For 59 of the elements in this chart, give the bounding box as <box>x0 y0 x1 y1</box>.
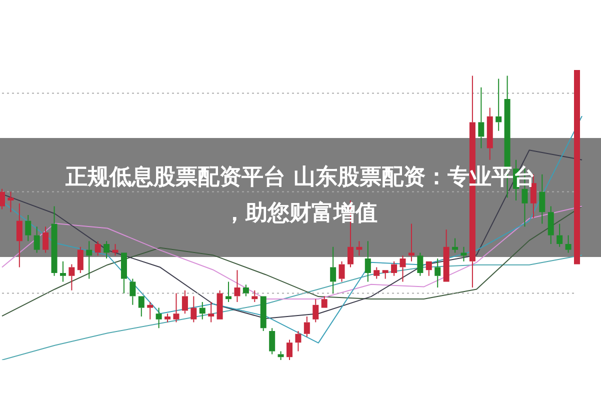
candlestick <box>548 206 554 244</box>
candlestick <box>321 296 328 308</box>
candlestick <box>312 298 319 323</box>
candlestick <box>120 252 127 294</box>
candlestick <box>426 261 432 276</box>
candlestick <box>539 174 546 224</box>
candlestick <box>164 313 171 323</box>
candlestick <box>391 260 398 276</box>
candlestick <box>286 339 292 360</box>
candlestick <box>94 240 101 256</box>
candlestick <box>182 290 188 314</box>
candlestick <box>252 290 258 302</box>
candlestick <box>374 266 380 280</box>
candlestick <box>260 296 266 332</box>
candlestick <box>278 350 284 360</box>
candlestick <box>208 302 214 323</box>
candlestick <box>234 270 240 302</box>
candlestick <box>443 229 450 282</box>
candlestick <box>417 252 424 276</box>
candlestick <box>173 292 180 323</box>
candlestick <box>68 264 75 291</box>
candlestick <box>356 240 362 256</box>
candlestick <box>434 258 441 288</box>
candlestick <box>330 246 336 294</box>
candlestick <box>138 296 144 317</box>
candlestick <box>478 86 484 149</box>
candlestick <box>565 234 572 254</box>
candlestick <box>382 270 388 280</box>
candlestick <box>226 281 232 302</box>
candlestick <box>408 223 414 262</box>
candlestick <box>364 240 371 282</box>
candlestick <box>452 238 458 254</box>
candlestick <box>147 302 154 320</box>
candlestick <box>16 202 22 268</box>
candlestick <box>295 330 302 352</box>
candlestick <box>77 246 84 274</box>
candlestick <box>0 188 5 210</box>
candlestick <box>130 278 136 306</box>
candlestick <box>269 328 276 355</box>
candlestick <box>8 191 14 213</box>
candlestick <box>42 226 49 254</box>
candlestick <box>460 246 467 262</box>
candlestick <box>86 240 92 280</box>
candlestick <box>190 296 197 323</box>
candlestick <box>486 107 493 160</box>
candlestick <box>60 260 66 282</box>
candlestick <box>216 290 223 320</box>
candlestick <box>304 316 310 338</box>
candlestick <box>51 206 58 276</box>
candlestick <box>25 214 32 242</box>
candlestick <box>199 302 206 320</box>
candlestick <box>156 307 162 329</box>
candlestick <box>104 240 110 259</box>
candlestick <box>34 226 40 254</box>
candlestick <box>400 255 406 282</box>
candlestick <box>338 260 345 282</box>
candlestick <box>496 78 502 132</box>
candlestick <box>242 284 249 297</box>
candlestick <box>556 223 563 248</box>
